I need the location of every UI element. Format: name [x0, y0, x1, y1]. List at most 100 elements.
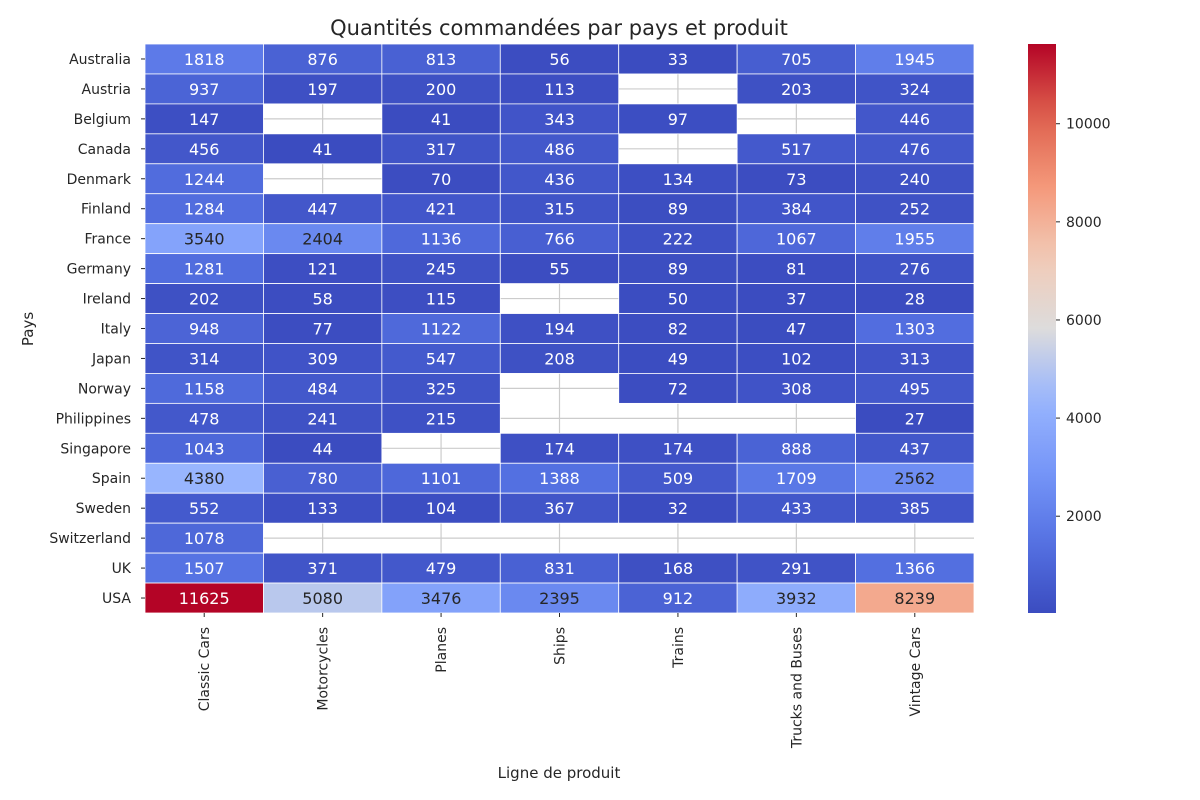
x-tick-labels: Classic Cars Motorcycles Planes Ships Trains…	[197, 613, 924, 749]
heatmap-cell	[263, 462, 383, 494]
cell-value-label: 309	[307, 349, 338, 368]
heatmap-cell	[263, 432, 383, 464]
cell-value-label: 780	[307, 469, 338, 488]
y-tick-label: Belgium	[74, 112, 131, 128]
heatmap-cell	[381, 193, 501, 225]
y-tick-label: Singapore	[60, 441, 131, 457]
heatmap-cell	[618, 43, 738, 75]
cell-value-label: 813	[426, 50, 457, 69]
heatmap-cell	[144, 253, 264, 284]
cell-value-label: 437	[900, 439, 931, 458]
cell-value-label: 11625	[179, 589, 230, 608]
heatmap-cell	[263, 313, 383, 344]
y-tick-label: Austria	[82, 82, 131, 98]
colorbar-ticks: 2000 4000 6000 8000 10000	[1056, 117, 1111, 525]
cell-value-label: 367	[544, 499, 575, 518]
y-tick-label: Denmark	[67, 172, 132, 188]
heatmap-cell	[618, 492, 738, 524]
heatmap-cell	[144, 313, 264, 344]
heatmap-cell	[263, 43, 383, 75]
heatmap-cell	[144, 462, 264, 494]
heatmap-cell	[618, 582, 738, 614]
heatmap-cell	[499, 133, 620, 165]
heatmap-cell	[855, 283, 975, 314]
cell-value-label: 315	[544, 200, 575, 219]
cell-value-label: 484	[307, 379, 338, 398]
cell-value-label: 291	[781, 559, 812, 578]
cell-value-label: 766	[544, 230, 575, 249]
cell-value-label: 948	[189, 320, 220, 339]
y-tick-label: UK	[112, 561, 132, 577]
cell-value-label: 912	[663, 589, 694, 608]
cell-value-label: 547	[426, 349, 457, 368]
heatmap-cell	[855, 43, 975, 75]
y-tick-label: Australia	[69, 52, 131, 68]
cell-value-label: 81	[786, 260, 806, 279]
heatmap-cell	[381, 373, 501, 404]
heatmap-cell	[263, 223, 383, 255]
cell-value-label: 831	[544, 559, 575, 578]
heatmap-cell	[855, 373, 975, 404]
cell-value-label: 197	[307, 80, 338, 99]
cell-value-label: 1078	[184, 529, 225, 548]
heatmap-cell	[736, 253, 856, 284]
cell-value-label: 276	[900, 260, 931, 279]
cell-value-label: 3932	[776, 589, 817, 608]
heatmap-cell	[618, 432, 738, 464]
heatmap-cell	[855, 462, 975, 494]
heatmap-cell	[855, 313, 975, 344]
cell-value-label: 1067	[776, 230, 817, 249]
cell-value-label: 385	[900, 499, 931, 518]
cell-value-label: 3540	[184, 230, 225, 249]
y-tick-label: Norway	[78, 381, 131, 397]
heatmap-cell	[736, 492, 856, 524]
cell-value-label: 324	[900, 80, 931, 99]
heatmap-cell	[144, 343, 264, 374]
x-tick-label: Ships	[553, 627, 569, 665]
cell-value-label: 200	[426, 80, 457, 99]
heatmap-cell	[144, 103, 264, 135]
colorbar-tick-label: 10000	[1066, 117, 1111, 133]
heatmap-cell	[144, 73, 264, 105]
cell-value-label: 1101	[421, 469, 462, 488]
cell-value-label: 552	[189, 499, 220, 518]
cell-value-label: 77	[312, 320, 332, 339]
heatmap-cell	[263, 402, 383, 434]
heatmap-cell	[144, 552, 264, 584]
y-tick-label: Sweden	[76, 501, 131, 517]
cell-value-label: 121	[307, 260, 338, 279]
cell-value-label: 1388	[539, 469, 580, 488]
heatmap-cell	[499, 163, 620, 195]
cell-value-label: 70	[431, 170, 451, 189]
heatmap-cell	[618, 373, 738, 404]
heatmap-cell	[263, 343, 383, 374]
cell-value-label: 174	[544, 439, 575, 458]
x-tick-label: Planes	[434, 627, 450, 673]
cell-value-label: 1818	[184, 50, 225, 69]
heatmap-cell	[499, 343, 620, 374]
cell-value-label: 82	[668, 320, 688, 339]
cell-value-label: 241	[307, 409, 338, 428]
cell-value-label: 343	[544, 110, 575, 129]
colorbar-tick-label: 6000	[1066, 313, 1102, 329]
heatmap-cell	[618, 313, 738, 344]
cell-value-label: 147	[189, 110, 220, 129]
colorbar-tick-label: 2000	[1066, 509, 1102, 525]
cell-value-label: 1158	[184, 379, 225, 398]
colorbar: 2000 4000 6000 8000 10000	[1028, 44, 1111, 613]
cell-value-label: 89	[668, 260, 688, 279]
heatmap-cell	[855, 193, 975, 225]
cell-value-label: 313	[900, 349, 931, 368]
heatmap-cell	[381, 582, 501, 614]
cell-value-label: 113	[544, 80, 575, 99]
cell-value-label: 3476	[421, 589, 462, 608]
x-tick-label: Trains	[671, 627, 687, 669]
cell-value-label: 1136	[421, 230, 462, 249]
cell-value-label: 509	[663, 469, 694, 488]
heatmap-cell	[499, 462, 620, 494]
cell-value-label: 33	[668, 50, 688, 69]
cell-value-label: 436	[544, 170, 575, 189]
cell-value-label: 28	[905, 290, 925, 309]
cell-value-label: 1303	[894, 320, 935, 339]
cell-value-label: 1244	[184, 170, 225, 189]
